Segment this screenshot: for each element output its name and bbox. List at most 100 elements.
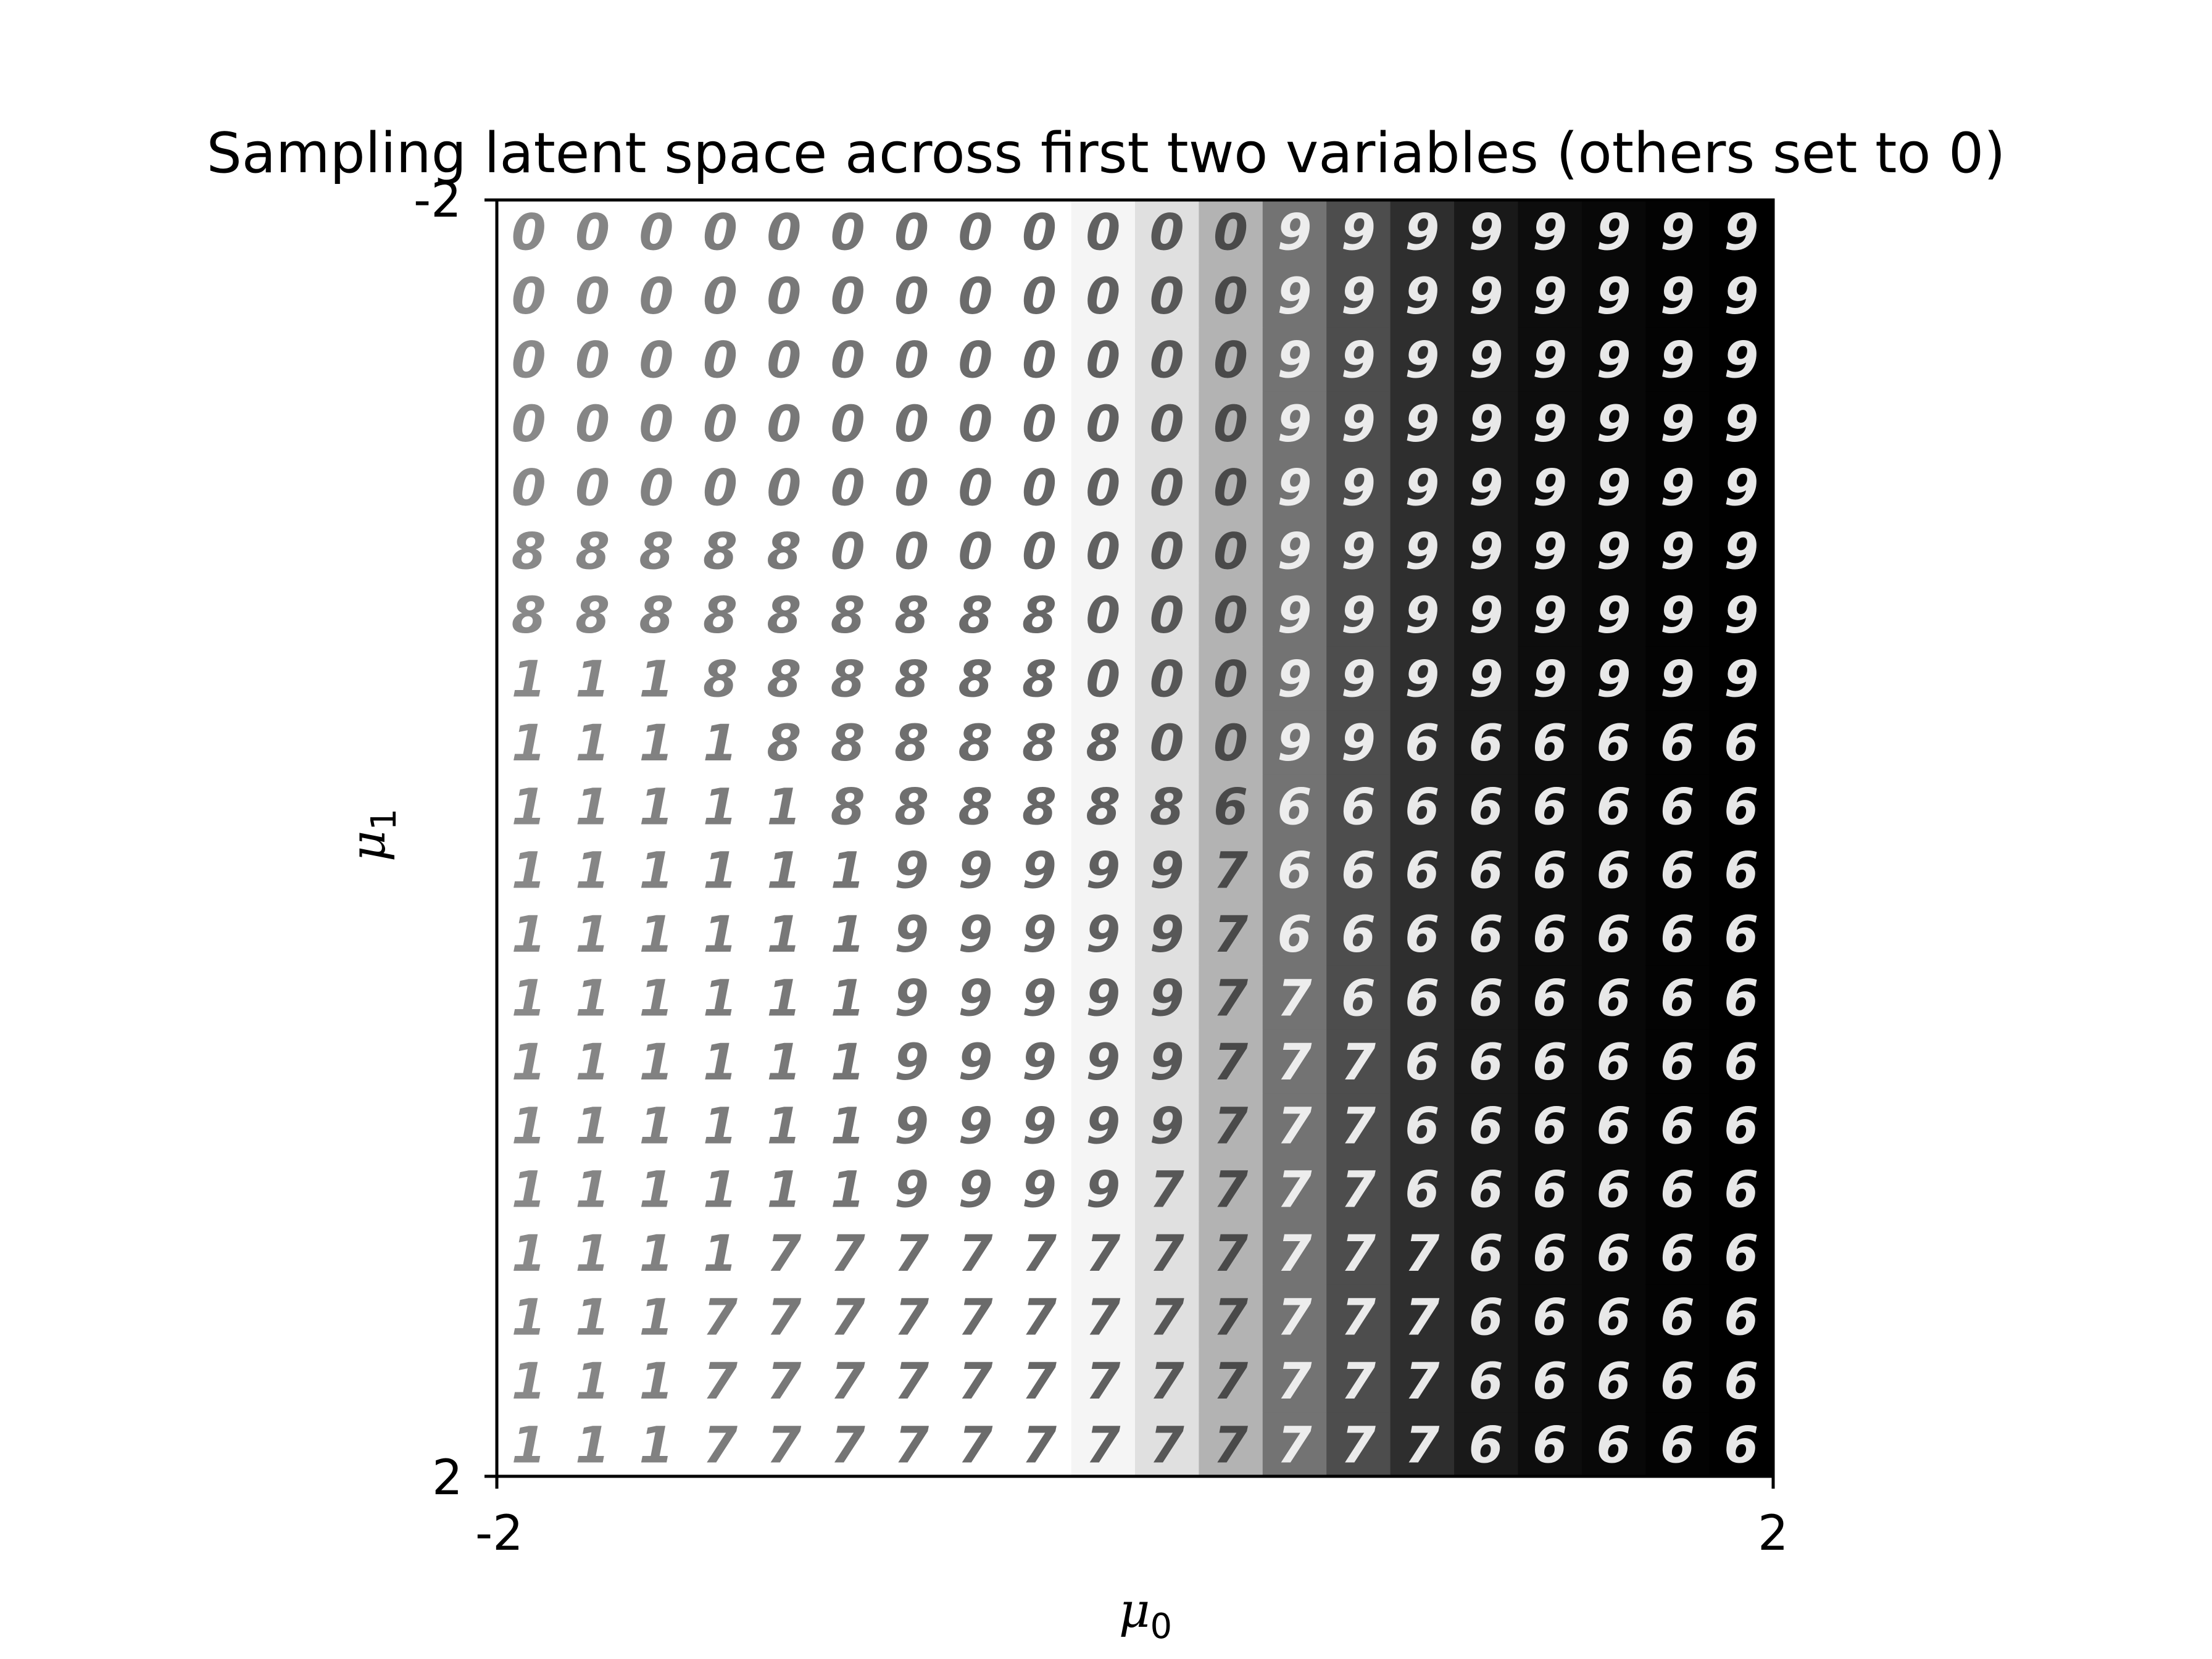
digit-sample: 9 bbox=[1660, 396, 1695, 454]
digit-sample: 0 bbox=[639, 396, 673, 454]
grid-cell bbox=[1326, 902, 1391, 967]
grid-cell bbox=[1262, 838, 1327, 902]
digit-sample: 6 bbox=[1341, 906, 1376, 964]
grid-cell bbox=[1454, 1093, 1518, 1158]
digit-sample: 9 bbox=[1022, 1034, 1057, 1092]
digit-sample: 6 bbox=[1405, 1097, 1439, 1155]
digit-sample: 9 bbox=[894, 1097, 929, 1155]
digit-sample: 9 bbox=[1660, 268, 1695, 326]
digit-sample: 9 bbox=[1596, 587, 1631, 645]
digit-sample: 9 bbox=[1532, 651, 1567, 709]
grid-cell bbox=[1390, 264, 1455, 328]
grid-cell bbox=[1007, 646, 1072, 711]
digit-sample: 6 bbox=[1660, 1162, 1695, 1220]
digit-sample: 9 bbox=[1341, 268, 1376, 326]
digit-sample: 7 bbox=[1341, 1225, 1376, 1283]
grid-cell bbox=[1007, 455, 1072, 520]
digit-sample: 6 bbox=[1469, 842, 1503, 900]
digit-sample: 1 bbox=[575, 1225, 610, 1283]
digit-sample: 6 bbox=[1469, 906, 1503, 964]
grid-cell bbox=[1581, 264, 1646, 328]
digit-sample: 7 bbox=[958, 1289, 992, 1347]
grid-cell bbox=[816, 1157, 880, 1221]
grid-cell bbox=[624, 583, 689, 647]
digit-sample: 6 bbox=[1660, 1034, 1695, 1092]
digit-sample: 8 bbox=[703, 523, 738, 581]
grid-cell bbox=[752, 1093, 817, 1158]
digit-sample: 9 bbox=[1469, 268, 1503, 326]
digit-sample: 1 bbox=[639, 842, 673, 900]
digit-sample: 9 bbox=[1469, 396, 1503, 454]
grid-cell bbox=[879, 646, 944, 711]
digit-sample: 7 bbox=[767, 1289, 801, 1347]
grid-cell bbox=[1007, 327, 1072, 392]
grid-cell bbox=[1199, 264, 1263, 328]
grid-cell bbox=[1518, 264, 1582, 328]
grid-cell bbox=[1199, 902, 1263, 967]
digit-sample: 9 bbox=[1150, 842, 1184, 900]
grid-cell bbox=[1709, 646, 1774, 711]
grid-cell bbox=[879, 327, 944, 392]
digit-sample: 6 bbox=[1724, 1416, 1758, 1474]
digit-sample: 0 bbox=[767, 268, 801, 326]
grid-cell bbox=[943, 965, 1008, 1030]
digit-sample: 6 bbox=[1596, 842, 1631, 900]
digit-sample: 1 bbox=[767, 842, 801, 900]
digit-sample: 7 bbox=[1213, 1289, 1248, 1347]
digit-sample: 1 bbox=[703, 715, 738, 773]
grid-cell bbox=[943, 519, 1008, 583]
grid-cell bbox=[497, 710, 561, 775]
digit-sample: 9 bbox=[894, 1034, 929, 1092]
grid-cell bbox=[1199, 519, 1263, 583]
grid-cell bbox=[1135, 200, 1199, 264]
grid-cell bbox=[879, 1157, 944, 1221]
digit-sample: 9 bbox=[1405, 587, 1439, 645]
grid-cell bbox=[1199, 1157, 1263, 1221]
digit-sample: 6 bbox=[1532, 1097, 1567, 1155]
digit-sample: 1 bbox=[703, 842, 738, 900]
digit-sample: 7 bbox=[958, 1416, 992, 1474]
digit-sample: 8 bbox=[639, 587, 673, 645]
digit-sample: 9 bbox=[1660, 523, 1695, 581]
grid-cell bbox=[1518, 1157, 1582, 1221]
digit-sample: 9 bbox=[1277, 651, 1312, 709]
grid-cell bbox=[879, 200, 944, 264]
grid-cell bbox=[1135, 264, 1199, 328]
digit-sample: 6 bbox=[1724, 778, 1758, 836]
grid-cell bbox=[688, 838, 753, 902]
grid-cell bbox=[1007, 1221, 1072, 1286]
y-axis-label: μ1 bbox=[338, 742, 415, 928]
digit-sample: 7 bbox=[1341, 1162, 1376, 1220]
digit-sample: 9 bbox=[958, 970, 992, 1028]
grid-cell bbox=[1326, 1157, 1391, 1221]
digit-sample: 0 bbox=[1150, 651, 1184, 709]
grid-cell bbox=[1262, 1157, 1327, 1221]
digit-sample: 1 bbox=[575, 651, 610, 709]
grid-cell bbox=[1135, 710, 1199, 775]
grid-cell bbox=[1645, 1349, 1710, 1413]
digit-sample: 8 bbox=[703, 587, 738, 645]
grid-cell bbox=[688, 1093, 753, 1158]
grid-cell bbox=[497, 264, 561, 328]
digit-sample: 9 bbox=[1660, 204, 1695, 262]
grid-cell bbox=[1007, 1029, 1072, 1094]
digit-sample: 6 bbox=[1469, 715, 1503, 773]
digit-sample: 0 bbox=[1086, 396, 1120, 454]
x-axis-label-subscript: 0 bbox=[1150, 1607, 1173, 1647]
grid-cell bbox=[879, 774, 944, 839]
grid-cell bbox=[752, 1029, 817, 1094]
grid-cell bbox=[1326, 710, 1391, 775]
grid-cell bbox=[1709, 774, 1774, 839]
digit-sample: 7 bbox=[1086, 1225, 1120, 1283]
grid-cell bbox=[688, 1349, 753, 1413]
grid-cell bbox=[1262, 1349, 1327, 1413]
grid-cell bbox=[1326, 774, 1391, 839]
digit-sample: 1 bbox=[703, 1162, 738, 1220]
grid-cell bbox=[1262, 1412, 1327, 1477]
grid-cell bbox=[1645, 710, 1710, 775]
digit-sample: 9 bbox=[1341, 651, 1376, 709]
grid-cell bbox=[560, 1029, 625, 1094]
digit-sample: 9 bbox=[894, 842, 929, 900]
digit-sample: 7 bbox=[1150, 1353, 1184, 1411]
